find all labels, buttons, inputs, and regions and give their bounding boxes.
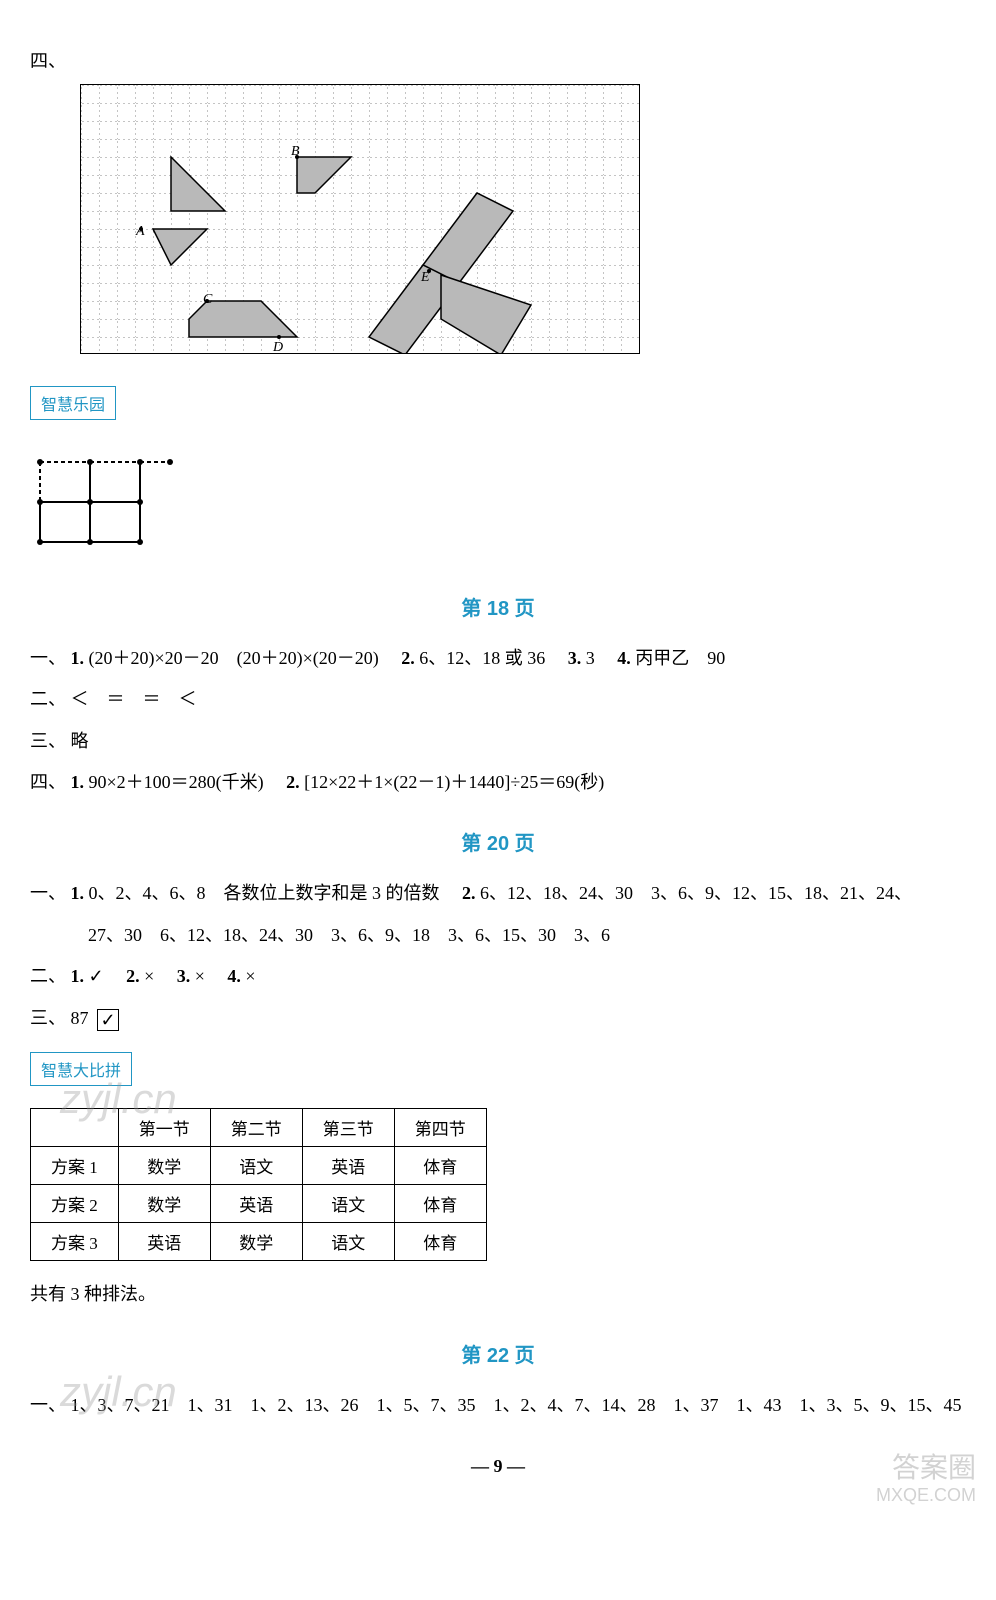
grid-svg: A B C D E [81,85,640,354]
schedule-table: 第一节 第二节 第三节 第四节 方案 1 数学 语文 英语 体育 方案 2 数学… [30,1108,487,1261]
table-row: 方案 2 数学 英语 语文 体育 [31,1185,487,1223]
table-row: 方案 1 数学 语文 英语 体育 [31,1147,487,1185]
svg-text:D: D [272,340,283,354]
checkbox-checked: ✓ [97,1009,119,1031]
p18-q3: 三、 略 [30,722,966,762]
p18-q1: 一、 1. (20＋20)×20－20 (20＋20)×(20－20) 2. 6… [30,639,966,679]
p18-q2: 二、 ＜ ＝ ＝ ＜ [30,680,966,720]
geometry-grid-diagram: A B C D E [80,84,640,354]
p20-q3: 三、 87 ✓ [30,999,966,1039]
table-header-row: 第一节 第二节 第三节 第四节 [31,1109,487,1147]
section-4-label: 四、 [30,42,966,82]
page-20-heading: 第 20 页 [30,827,966,856]
p18-q4: 四、 1. 90×2＋100＝280(千米) 2. [12×22＋1×(22－1… [30,763,966,803]
svg-text:A: A [135,224,145,239]
wisdom-contest-tag: 智慧大比拼 [30,1052,132,1086]
contest-conclusion: 共有 3 种排法。 [30,1275,966,1315]
p20-q2: 二、 1. ✓ 2. × 3. × 4. × [30,957,966,997]
p22-q1: 一、 1、3、7、21 1、31 1、2、13、26 1、5、7、35 1、2、… [30,1386,966,1426]
p20-q1-line1: 一、 1. 0、2、4、6、8 各数位上数字和是 3 的倍数 2. 6、12、1… [30,874,966,914]
page-footer: — 9 — [30,1456,966,1477]
matchstick-diagram [30,442,180,562]
page-18-heading: 第 18 页 [30,592,966,621]
p20-q1-line2: 27、30 6、12、18、24、30 3、6、9、18 3、6、15、30 3… [30,916,966,956]
wisdom-park-tag: 智慧乐园 [30,386,116,420]
table-row: 方案 3 英语 数学 语文 体育 [31,1223,487,1261]
brand-watermark: 答案圈 MXQE.COM [876,1451,976,1506]
page-22-heading: 第 22 页 [30,1339,966,1368]
